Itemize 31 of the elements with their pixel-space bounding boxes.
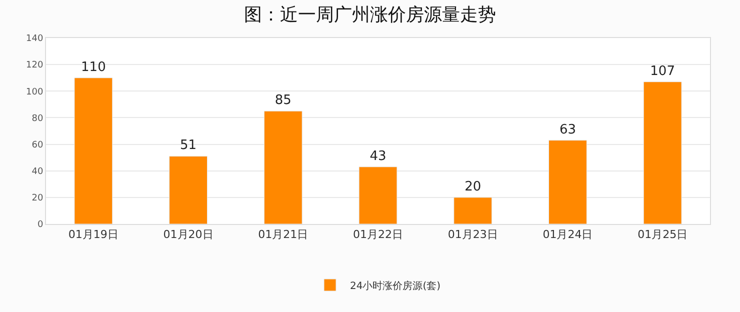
x-tick-label: 01月20日 (163, 228, 214, 242)
y-tick-label: 80 (32, 114, 44, 124)
y-tick-label: 140 (26, 34, 44, 44)
bar (74, 78, 113, 224)
chart-title: 图：近一周广州涨价房源量走势 (244, 4, 496, 26)
data-label: 51 (180, 138, 197, 154)
x-tick-label: 01月22日 (353, 228, 403, 242)
y-tick-label: 20 (32, 194, 44, 204)
y-tick-label: 120 (26, 60, 44, 71)
x-tick-label: 01月23日 (448, 228, 498, 242)
bar (358, 166, 398, 224)
bar (169, 156, 208, 224)
data-label: 110 (81, 60, 106, 75)
bar (548, 140, 587, 224)
x-tick-label: 01月19日 (68, 228, 118, 242)
y-tick-label: 60 (32, 140, 44, 150)
bar (264, 110, 302, 224)
bar (643, 82, 682, 224)
x-tick-label: 01月24日 (542, 228, 593, 242)
data-label: 20 (464, 179, 482, 194)
x-tick-label: 01月25日 (638, 228, 688, 242)
y-tick-label: 100 (26, 87, 44, 98)
data-label: 63 (559, 122, 576, 138)
bar (454, 197, 492, 224)
data-label: 107 (650, 64, 675, 79)
y-tick-label: 0 (37, 220, 44, 230)
x-tick-label: 01月21日 (258, 228, 308, 242)
legend-label: 24小时涨价房源(套) (350, 280, 441, 292)
data-label: 85 (274, 93, 292, 108)
data-label: 43 (370, 148, 386, 164)
y-tick-label: 40 (32, 167, 44, 178)
